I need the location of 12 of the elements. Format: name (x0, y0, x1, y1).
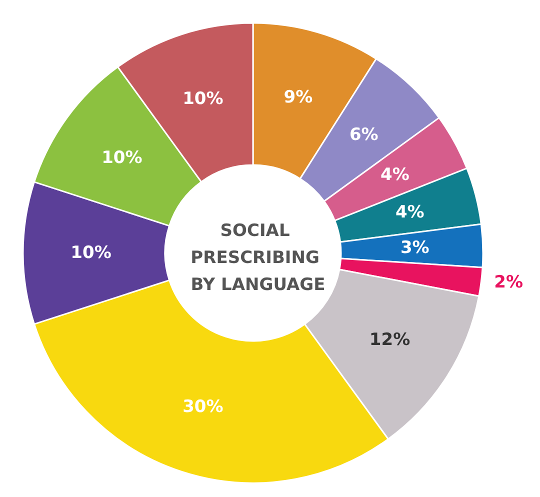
text: SOCIAL PRESCRIBING BY LANGUAGE (190, 221, 326, 295)
data-label: 10% (70, 243, 112, 263)
data-label: 3% (400, 238, 430, 258)
data-label: 30% (182, 397, 224, 418)
data-label: 2% (494, 272, 524, 292)
data-label: 9% (284, 87, 313, 108)
data-label: 4% (395, 202, 424, 223)
data-label: 10% (182, 88, 224, 109)
data-label: 10% (102, 148, 142, 168)
data-label: 4% (380, 164, 410, 185)
data-label: 6% (349, 124, 378, 145)
data-label: 12% (369, 330, 410, 350)
